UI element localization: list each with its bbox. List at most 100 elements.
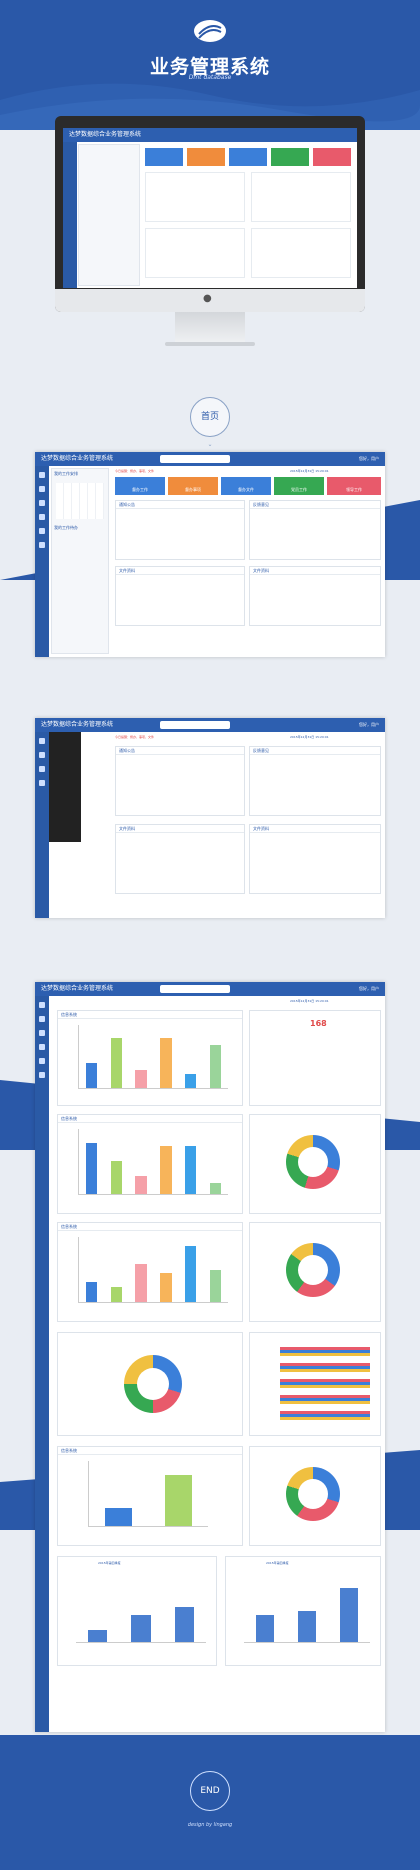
chart-bar — [105, 1507, 133, 1526]
chart-bar — [135, 1175, 147, 1194]
chart-panel-1: 信息系统 — [57, 1010, 243, 1106]
chart-bar — [87, 1630, 108, 1642]
chart-bar — [85, 1063, 97, 1088]
bar-chart-year-b — [244, 1573, 370, 1643]
end-badge: END — [190, 1771, 230, 1811]
nav-icon[interactable] — [39, 766, 45, 772]
year-chart-a: 2015年第四季度 — [57, 1556, 217, 1666]
search-input[interactable] — [160, 721, 230, 729]
bar-chart-4 — [88, 1461, 208, 1527]
app-header: 达梦数据综合业务管理系统 您好，用户 — [35, 718, 385, 732]
donut-panel-4 — [249, 1446, 381, 1546]
nav-icon[interactable] — [39, 780, 45, 786]
nav-icon[interactable] — [39, 528, 45, 534]
user-greeting[interactable]: 您好，用户 — [359, 722, 379, 727]
donut-chart — [286, 1243, 340, 1297]
chart-bar — [110, 1038, 122, 1088]
docs-panel: 文件资料 — [115, 824, 245, 894]
stats-screenshot: 达梦数据综合业务管理系统 您好，用户 2015年12月31日 15:20:01 信… — [35, 982, 385, 1732]
chart-bar — [110, 1287, 122, 1302]
nav-icon[interactable] — [39, 1016, 45, 1022]
docs2-panel: 文件资料 — [249, 824, 381, 894]
flyout-menu[interactable] — [49, 732, 81, 842]
nav-icon[interactable] — [39, 1072, 45, 1078]
imac-stand-base — [165, 342, 255, 346]
nav-icon[interactable] — [39, 738, 45, 744]
search-input[interactable] — [160, 455, 230, 463]
panel-title: 通知公告 — [116, 501, 244, 509]
nav-icon[interactable] — [39, 500, 45, 506]
panel-title: 文件资料 — [250, 567, 380, 575]
chart-bar — [164, 1474, 192, 1526]
app-name: 达梦数据综合业务管理系统 — [69, 131, 142, 138]
apple-logo-icon: ● — [203, 293, 212, 304]
nav-icon[interactable] — [39, 486, 45, 492]
calendar-grid[interactable] — [56, 483, 104, 519]
chart-panel-3: 信息系统 — [57, 1222, 243, 1322]
imac-mockup: 达梦数据综合业务管理系统 ● — [55, 116, 365, 312]
nav-icon[interactable] — [39, 752, 45, 758]
chart-panel-2: 信息系统 — [57, 1114, 243, 1214]
nav-icon[interactable] — [39, 1002, 45, 1008]
mock-tile[interactable] — [229, 148, 267, 166]
donut-chart — [286, 1467, 340, 1521]
tile-matters[interactable]: 督办事项 — [168, 477, 218, 495]
donut-panel-1 — [249, 1114, 381, 1214]
bar-chart-1 — [78, 1025, 228, 1089]
mock-tile[interactable] — [271, 148, 309, 166]
design-credit: design by lingang — [187, 1822, 233, 1828]
year-b-title: 2015年第四季度 — [266, 1561, 289, 1565]
dashboard-screenshot-2: 达梦数据综合业务管理系统 您好，用户 今日提醒：督办，事项，文件 2015年12月… — [35, 718, 385, 918]
panel-title: 信息系统 — [58, 1011, 242, 1019]
tile-leaders[interactable]: 领导工作 — [327, 477, 381, 495]
chart-bar — [209, 1045, 222, 1088]
chart-bar — [160, 1272, 172, 1302]
nav-icon[interactable] — [39, 514, 45, 520]
nav-icon[interactable] — [39, 1044, 45, 1050]
chart-bar — [255, 1614, 275, 1642]
my-work2-title: 我的工作待办 — [54, 525, 78, 530]
mock-tile[interactable] — [313, 148, 351, 166]
mockup-screen: 达梦数据综合业务管理系统 — [63, 128, 357, 288]
tile-files[interactable]: 督办文件 — [221, 477, 271, 495]
panel-title: 文件资料 — [250, 825, 380, 833]
nav-icon[interactable] — [39, 1030, 45, 1036]
nav-icon[interactable] — [39, 542, 45, 548]
notice-text: 今日提醒：督办，事项，文件 — [115, 735, 155, 739]
feedback-panel: 反馈意见 — [249, 746, 381, 816]
sidebar — [35, 732, 49, 918]
tile-party[interactable]: 党员工作 — [274, 477, 324, 495]
nav-icon[interactable] — [39, 1058, 45, 1064]
user-greeting[interactable]: 您好，用户 — [359, 456, 379, 461]
app-header: 达梦数据综合业务管理系统 您好，用户 — [35, 452, 385, 466]
sidebar — [35, 466, 49, 657]
app-header: 达梦数据综合业务管理系统 您好，用户 — [35, 982, 385, 996]
hero-title: 业务管理系统 — [149, 56, 270, 78]
notice-panel: 通知公告 — [115, 500, 245, 560]
app-name: 达梦数据综合业务管理系统 — [41, 455, 114, 462]
nav-icon[interactable] — [39, 472, 45, 478]
feedback-panel: 反馈意见 — [249, 500, 381, 560]
calendar-panel: 我的工作安排 我的工作待办 — [51, 468, 109, 654]
notice-panel: 通知公告 — [115, 746, 245, 816]
bar-chart-year-a — [76, 1573, 206, 1643]
search-input[interactable] — [160, 985, 230, 993]
imac-chin: ● — [55, 289, 365, 312]
sidebar — [35, 996, 49, 1732]
chart-bar — [135, 1070, 147, 1088]
chart-bar — [110, 1161, 122, 1194]
tile-supervise[interactable]: 督办工作 — [115, 477, 165, 495]
bar-chart-3 — [78, 1237, 228, 1303]
brand-logo-icon — [194, 20, 226, 42]
panel-title: 信息系统 — [58, 1447, 242, 1455]
chevron-down-icon: ⌄ — [207, 441, 213, 448]
datetime: 2015年12月31日 15:20:01 — [290, 469, 329, 473]
mock-tile[interactable] — [145, 148, 183, 166]
user-greeting[interactable]: 您好，用户 — [359, 986, 379, 991]
chart-bar — [209, 1269, 222, 1302]
docs-panel: 文件资料 — [115, 566, 245, 626]
chart-bar — [185, 1146, 197, 1194]
panel-title: 信息系统 — [58, 1223, 242, 1231]
mock-tile[interactable] — [187, 148, 225, 166]
stats-total: 168 — [310, 1019, 327, 1028]
